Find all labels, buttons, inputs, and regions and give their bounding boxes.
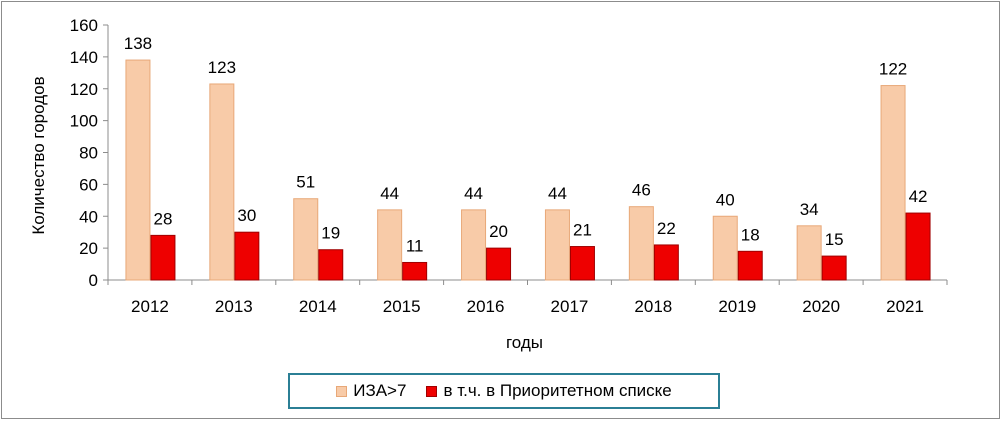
x-axis-title: годы — [506, 333, 543, 352]
bar-series-1 — [293, 198, 319, 281]
legend-label-series-1: ИЗА>7 — [353, 381, 407, 400]
bar-series-1 — [377, 209, 403, 281]
y-tick-label: 40 — [79, 207, 98, 226]
labels: 138 123 51 44 44 44 46 40 34 122 28 30 19 11 20 21 22 18 1… — [124, 34, 928, 255]
bar-series-2 — [569, 246, 595, 281]
data-label-series-2: 30 — [237, 206, 256, 225]
data-label-series-2: 11 — [406, 236, 424, 255]
legend-item-series-1: ИЗА>7 — [336, 381, 406, 401]
legend-swatch-series-2 — [426, 385, 438, 397]
data-label-series-2: 21 — [573, 221, 592, 240]
x-tick-label: 2019 — [718, 297, 756, 316]
data-label-series-1: 44 — [464, 184, 483, 203]
x-tick-label: 2013 — [215, 297, 253, 316]
x-tick-label: 2020 — [802, 297, 840, 316]
data-label-series-1: 123 — [208, 58, 236, 77]
bar-series-1 — [461, 209, 487, 281]
legend-item-series-2: в т.ч. в Приоритетном списке — [426, 381, 672, 401]
x-tick-label: 2018 — [634, 297, 672, 316]
bar-series-2 — [486, 247, 512, 281]
data-label-series-1: 44 — [380, 184, 399, 203]
data-label-series-2: 18 — [741, 225, 760, 244]
data-label-series-2: 28 — [153, 209, 172, 228]
bar-series-2 — [737, 250, 763, 281]
bar-series-1 — [544, 209, 570, 281]
bar-series-2 — [150, 234, 176, 281]
y-tick-label: 160 — [70, 16, 98, 35]
bar-series-1 — [796, 225, 822, 281]
y-tick-label: 120 — [70, 80, 98, 99]
legend-swatch-series-1 — [336, 385, 348, 397]
data-label-series-2: 20 — [489, 222, 508, 241]
x-tick-label: 2016 — [467, 297, 505, 316]
x-tick-label: 2017 — [551, 297, 589, 316]
legend: ИЗА>7 в т.ч. в Приоритетном списке — [288, 373, 720, 409]
data-label-series-2: 22 — [657, 219, 676, 238]
y-tick-label: 140 — [70, 48, 98, 67]
bar-series-1 — [628, 206, 654, 281]
y-tick-label: 100 — [70, 112, 98, 131]
data-label-series-2: 19 — [321, 224, 340, 243]
data-label-series-1: 122 — [879, 60, 907, 79]
data-label-series-2: 15 — [825, 230, 844, 249]
y-tick-label: 60 — [79, 175, 98, 194]
bars — [125, 59, 931, 281]
y-tick-label: 0 — [89, 271, 98, 290]
legend-label-series-2: в т.ч. в Приоритетном списке — [443, 381, 672, 400]
data-label-series-2: 42 — [909, 187, 928, 206]
data-label-series-1: 46 — [632, 181, 651, 200]
bar-series-2 — [653, 244, 679, 281]
bar-series-1 — [712, 215, 738, 281]
x-tick-label: 2014 — [299, 297, 337, 316]
bar-series-1 — [880, 85, 906, 281]
data-label-series-1: 51 — [296, 173, 315, 192]
x-tick-label: 2012 — [131, 297, 169, 316]
bar-series-2 — [905, 212, 931, 281]
data-label-series-1: 138 — [124, 34, 152, 53]
y-axis-title: Количество городов — [29, 76, 48, 234]
x-tick-label: 2021 — [886, 297, 924, 316]
y-tick-label: 20 — [79, 239, 98, 258]
data-label-series-1: 34 — [800, 200, 819, 219]
y-tick-label: 80 — [79, 144, 98, 163]
bar-series-2 — [402, 261, 428, 281]
data-label-series-1: 40 — [716, 190, 735, 209]
bar-series-1 — [125, 59, 151, 281]
data-label-series-1: 44 — [548, 184, 567, 203]
bar-series-1 — [209, 83, 235, 281]
bar-series-2 — [234, 231, 260, 281]
x-tick-label: 2015 — [383, 297, 421, 316]
bar-series-2 — [821, 255, 847, 281]
bar-series-2 — [318, 249, 344, 281]
